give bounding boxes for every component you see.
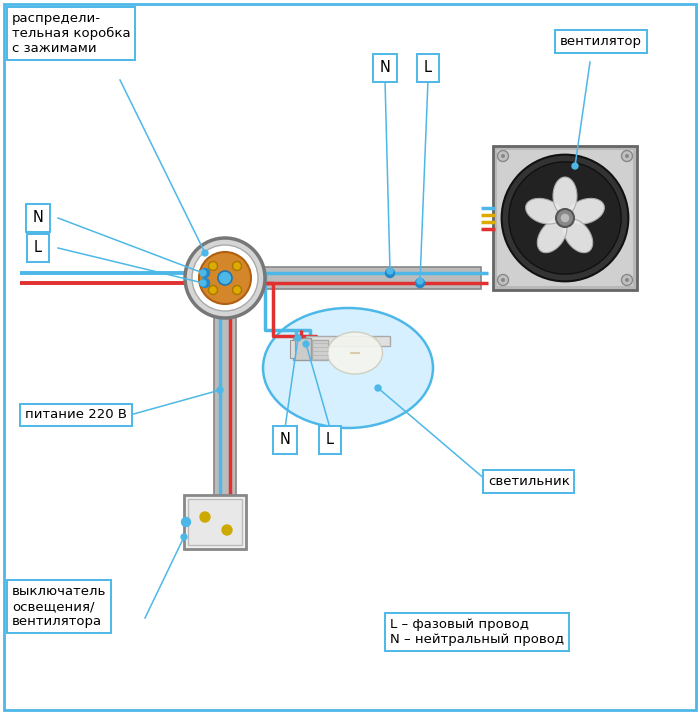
Circle shape	[416, 278, 424, 288]
Bar	[306, 336, 390, 346]
Circle shape	[199, 252, 251, 304]
Bar	[184, 495, 246, 549]
Bar	[293, 338, 311, 360]
Circle shape	[560, 213, 570, 223]
Bar	[312, 340, 328, 360]
Ellipse shape	[526, 198, 563, 224]
Circle shape	[217, 387, 223, 393]
Bar	[290, 340, 295, 358]
Text: L: L	[326, 433, 334, 448]
Bar	[493, 146, 637, 290]
Circle shape	[498, 274, 508, 286]
Circle shape	[222, 525, 232, 535]
Circle shape	[303, 341, 309, 347]
Circle shape	[209, 261, 218, 271]
Circle shape	[200, 280, 206, 286]
Bar	[188, 499, 242, 545]
Circle shape	[501, 154, 505, 158]
Ellipse shape	[538, 219, 567, 253]
Text: L: L	[424, 61, 432, 76]
Circle shape	[572, 163, 578, 169]
Circle shape	[295, 335, 301, 341]
Circle shape	[202, 250, 208, 256]
Text: N: N	[279, 433, 290, 448]
Circle shape	[625, 278, 629, 282]
Circle shape	[625, 154, 629, 158]
Circle shape	[417, 278, 423, 284]
Ellipse shape	[263, 308, 433, 428]
Circle shape	[387, 268, 393, 274]
Bar	[214, 278, 236, 522]
Bar	[225, 267, 481, 289]
Circle shape	[181, 518, 190, 526]
Circle shape	[509, 162, 621, 274]
Circle shape	[375, 385, 381, 391]
Circle shape	[185, 238, 265, 318]
Circle shape	[502, 155, 629, 281]
Text: выключатель
освещения/
вентилятора: выключатель освещения/ вентилятора	[12, 585, 106, 628]
Text: распредели-
тельная коробка
с зажимами: распредели- тельная коробка с зажимами	[12, 12, 131, 55]
Bar	[497, 150, 633, 286]
Text: N: N	[379, 61, 391, 76]
Circle shape	[498, 151, 508, 161]
Circle shape	[622, 274, 633, 286]
Text: питание 220 В: питание 220 В	[25, 408, 127, 421]
Text: N: N	[33, 211, 43, 226]
Text: L: L	[34, 241, 42, 256]
Circle shape	[200, 270, 206, 276]
Text: L – фазовый провод
N – нейтральный провод: L – фазовый провод N – нейтральный прово…	[390, 618, 564, 646]
Ellipse shape	[568, 198, 604, 224]
Text: светильник: светильник	[488, 475, 570, 488]
Circle shape	[232, 286, 241, 294]
Circle shape	[181, 534, 187, 540]
Circle shape	[192, 245, 258, 311]
Circle shape	[501, 278, 505, 282]
Ellipse shape	[553, 177, 577, 215]
Ellipse shape	[563, 219, 593, 253]
Circle shape	[209, 286, 218, 294]
Circle shape	[556, 209, 574, 227]
Text: вентилятор: вентилятор	[560, 35, 642, 48]
Ellipse shape	[328, 332, 382, 374]
Circle shape	[200, 512, 210, 522]
Circle shape	[232, 261, 241, 271]
Circle shape	[622, 151, 633, 161]
Circle shape	[200, 278, 209, 288]
Circle shape	[386, 268, 395, 278]
Circle shape	[218, 271, 232, 285]
Circle shape	[200, 268, 209, 278]
